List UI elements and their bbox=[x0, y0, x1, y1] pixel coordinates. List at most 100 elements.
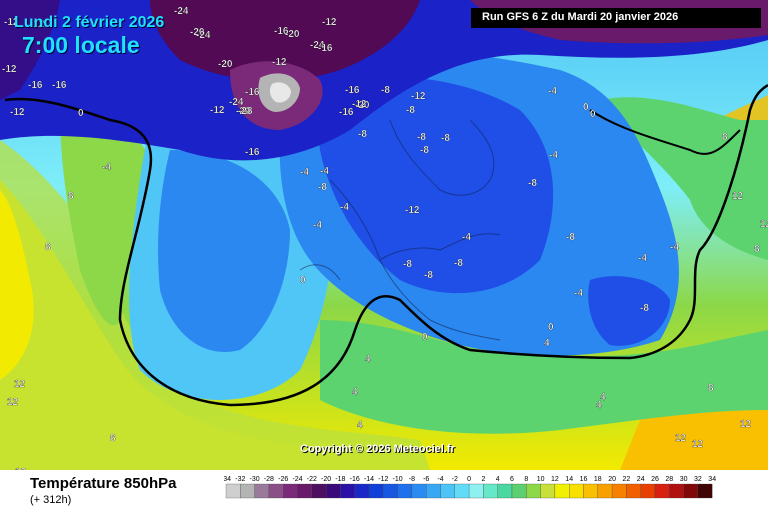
footer-bar: Température 850hPa (+ 312h) -34-32-30-28… bbox=[0, 470, 768, 512]
isotherm-label: -12 bbox=[272, 57, 287, 68]
isotherm-label: -16 bbox=[318, 43, 333, 54]
legend-swatch bbox=[526, 483, 541, 499]
forecast-date: Lundi 2 février 2026 bbox=[14, 14, 165, 31]
legend-tick-label: 12 bbox=[551, 476, 559, 483]
legend-swatch bbox=[626, 483, 641, 499]
isotherm-label: -12 bbox=[2, 64, 17, 75]
isotherm-label: -20 bbox=[355, 100, 370, 111]
legend-tick-label: -2 bbox=[452, 476, 458, 483]
isotherm-label: -12 bbox=[10, 107, 25, 118]
run-info: Run GFS 6 Z du Mardi 20 janvier 2026 bbox=[482, 11, 679, 23]
legend-swatch bbox=[454, 483, 470, 499]
legend-swatch bbox=[254, 483, 270, 499]
isotherm-label: 12 bbox=[7, 397, 19, 408]
legend-tick-label: 0 bbox=[467, 476, 471, 483]
color-scale-legend: -34-32-30-28-26-24-22-20-18-16-14-12-10-… bbox=[224, 476, 716, 499]
isotherm-label: 0 bbox=[583, 102, 589, 113]
isotherm-label: -24 bbox=[310, 40, 325, 51]
isotherm-label: -8 bbox=[318, 182, 327, 193]
temperature-map: -12 -12-12-16 -16-12-24-20-20-24-16-20-24-… bbox=[0, 0, 768, 470]
isotherm-label: -8 bbox=[441, 133, 450, 144]
legend-tick-label: 24 bbox=[637, 476, 645, 483]
coastline-scandinavia bbox=[389, 119, 495, 196]
legend-tick-label: 18 bbox=[594, 476, 602, 483]
isotherm-label: -12 bbox=[405, 205, 420, 216]
polar-violet-north bbox=[150, 0, 420, 81]
isotherm-label: -20 bbox=[190, 27, 205, 38]
legend-swatch bbox=[683, 483, 699, 499]
legend-swatch bbox=[325, 483, 341, 499]
isotherm-label: 8 bbox=[708, 383, 714, 394]
isotherm-label: -16 bbox=[28, 80, 43, 91]
run-info-box bbox=[471, 8, 761, 28]
isotherm-label: -8 bbox=[358, 129, 367, 140]
cold-tongue-core bbox=[158, 150, 290, 352]
isotherm-label: -8 bbox=[528, 178, 537, 189]
isotherm-label: -12 bbox=[322, 17, 337, 28]
isotherm-label: -4 bbox=[340, 202, 349, 213]
isotherm-label: -4 bbox=[102, 162, 111, 173]
isotherm-label: -8 bbox=[417, 132, 426, 143]
isotherm-label: -16 bbox=[52, 80, 67, 91]
legend-swatch bbox=[268, 483, 284, 499]
legend-swatch bbox=[654, 483, 670, 499]
isotherm-label: 8 bbox=[110, 433, 116, 444]
forecast-time: 7:00 locale bbox=[22, 32, 140, 58]
legend-tick-label: -26 bbox=[278, 476, 288, 483]
isotherm-label: -4 bbox=[300, 167, 309, 178]
isotherm-label: -12 bbox=[352, 99, 367, 110]
isotherm-label: -24 bbox=[174, 6, 189, 17]
legend-tick-label: 20 bbox=[608, 476, 616, 483]
isotherm-label: -4 bbox=[320, 166, 329, 177]
isotherm-label: 8 bbox=[68, 191, 74, 202]
isotherm-label: -24 bbox=[229, 97, 244, 108]
isotherm-label: -8 bbox=[403, 259, 412, 270]
cold-zone-europe-core bbox=[318, 76, 554, 294]
isotherm-label: 4 bbox=[352, 387, 358, 398]
legend-swatch bbox=[383, 483, 398, 499]
legend-tick-label: -10 bbox=[393, 476, 403, 483]
isotherm-label: -8 bbox=[406, 105, 415, 116]
legend-tick-label: 8 bbox=[524, 476, 528, 483]
isotherm-label: -16 bbox=[274, 26, 289, 37]
isotherm-label: 8 bbox=[45, 242, 51, 253]
isotherm-label: 8 bbox=[754, 244, 760, 255]
legend-tick-label: -12 bbox=[378, 476, 388, 483]
legend-tick-label: 14 bbox=[565, 476, 573, 483]
lead-time: (+ 312h) bbox=[30, 494, 72, 506]
legend-swatch bbox=[483, 483, 498, 499]
legend-swatch bbox=[569, 483, 584, 499]
legend-tick-label: 28 bbox=[665, 476, 673, 483]
legend-swatch bbox=[354, 483, 370, 499]
legend-swatch bbox=[468, 483, 484, 499]
isotherm-label: 4 bbox=[596, 400, 602, 411]
legend-tick-label: -6 bbox=[423, 476, 429, 483]
isotherm-label: 12 bbox=[692, 439, 704, 450]
isotherm-label: -16 bbox=[345, 85, 360, 96]
isotherm-label: 12 bbox=[15, 467, 27, 470]
isotherm-label: 12 bbox=[740, 419, 752, 430]
legend-tick-label: -16 bbox=[350, 476, 360, 483]
legend-tick-label: 32 bbox=[694, 476, 702, 483]
isotherm-label: -4 bbox=[313, 220, 322, 231]
coastline-europe bbox=[299, 179, 501, 341]
isotherm-label: -8 bbox=[640, 303, 649, 314]
legend-swatch bbox=[311, 483, 327, 499]
isotherm-label: 4 bbox=[357, 420, 363, 431]
legend-tick-label: -28 bbox=[264, 476, 274, 483]
variable-title: Température 850hPa bbox=[30, 475, 177, 492]
legend-tick-label: 26 bbox=[651, 476, 659, 483]
legend-tick-label: 22 bbox=[623, 476, 631, 483]
legend-swatch bbox=[554, 483, 570, 499]
legend-tick-label: -4 bbox=[437, 476, 443, 483]
legend-swatch bbox=[640, 483, 656, 499]
legend-swatch bbox=[511, 483, 527, 499]
legend-tick-label: 4 bbox=[496, 476, 500, 483]
copyright-notice: Copyright © 2026 Meteociel.fr bbox=[300, 443, 455, 455]
legend-swatch bbox=[440, 483, 455, 499]
isotherm-label: 8 bbox=[722, 132, 728, 143]
isotherm-label: -12 bbox=[30, 19, 45, 30]
legend-swatch bbox=[669, 483, 684, 499]
legend-tick-label: 10 bbox=[537, 476, 545, 483]
legend-swatch bbox=[225, 483, 241, 499]
